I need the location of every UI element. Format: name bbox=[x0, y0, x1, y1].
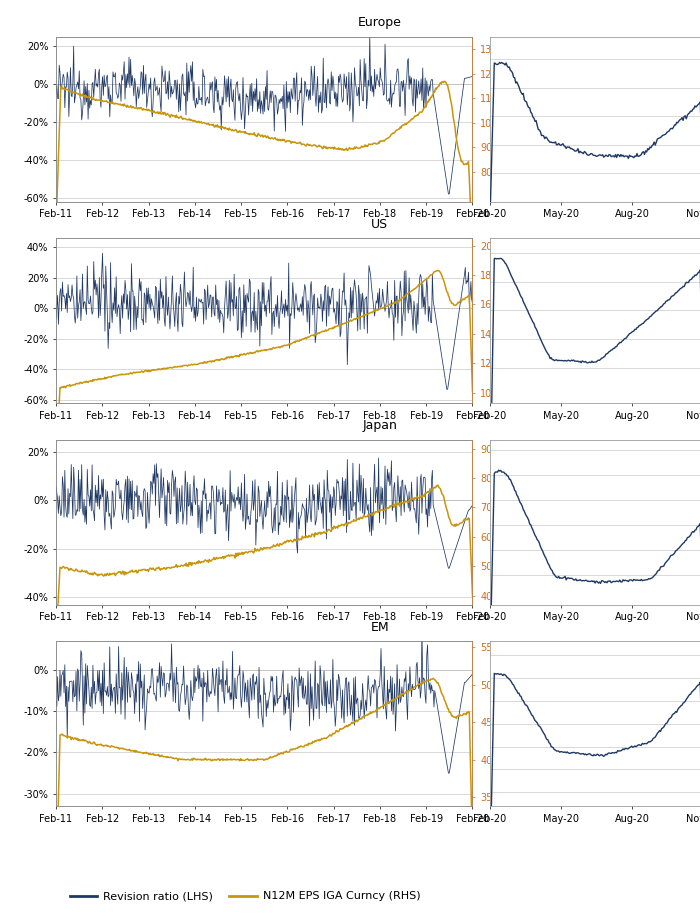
Text: EM: EM bbox=[370, 621, 389, 634]
Text: Europe: Europe bbox=[358, 16, 402, 29]
Text: US: US bbox=[371, 218, 388, 231]
Legend: Revision ratio (LHS), N12M EPS IGA Curncy (RHS): Revision ratio (LHS), N12M EPS IGA Curnc… bbox=[65, 887, 425, 906]
Text: Japan: Japan bbox=[363, 420, 397, 432]
